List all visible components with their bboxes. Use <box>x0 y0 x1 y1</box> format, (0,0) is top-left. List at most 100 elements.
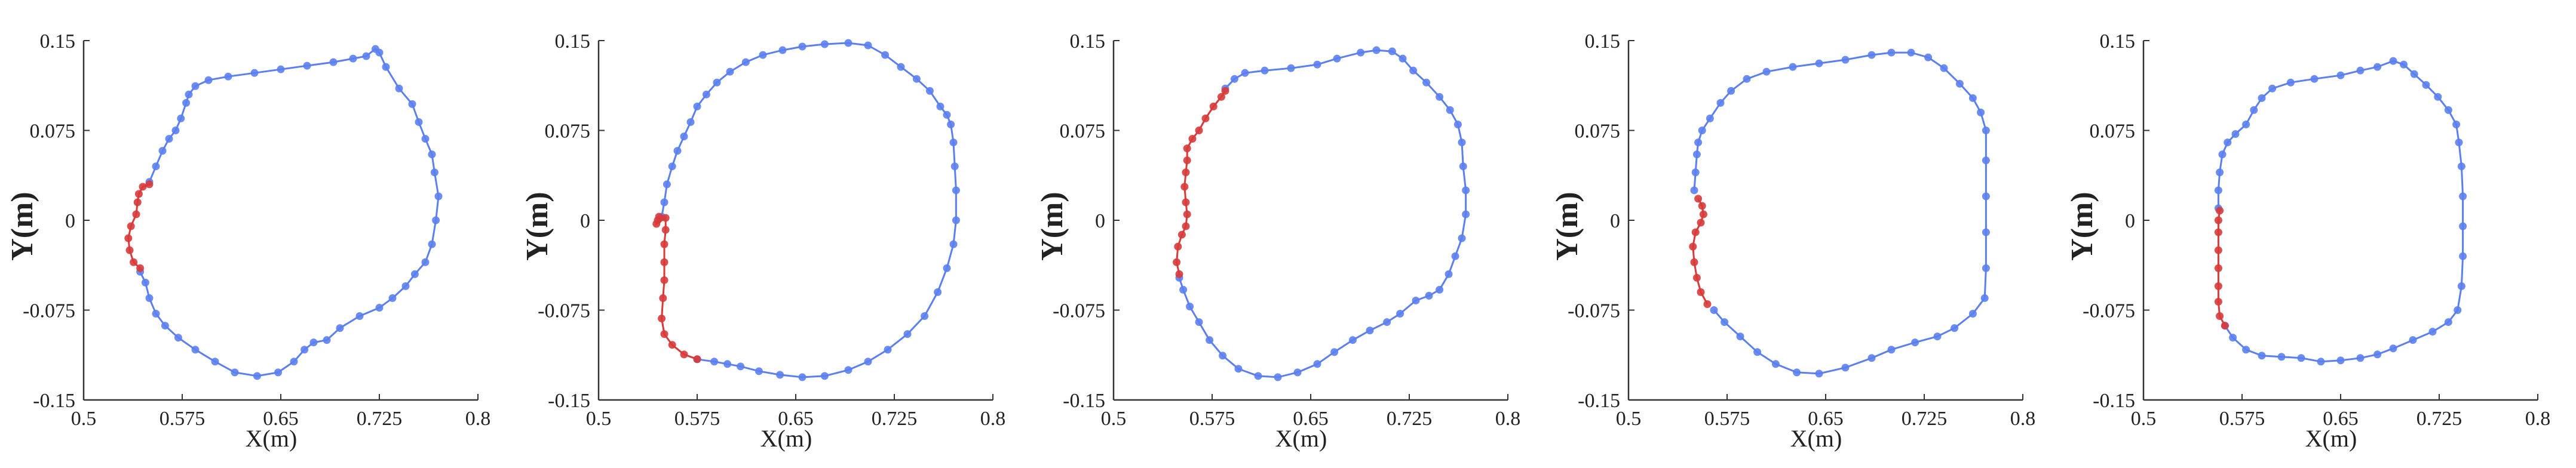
chart-panel-1: 0.5 0.575 0.65 0.725 0.8 0.15 0.075 0 -0.075 -0.1… <box>0 0 515 468</box>
y-axis-label: Y(m) <box>5 192 39 261</box>
blue-series-line <box>139 48 440 377</box>
blue-data-point <box>686 118 695 126</box>
red-data-point <box>1182 168 1190 177</box>
y-axis-label: Y(m) <box>1035 192 1069 261</box>
blue-data-point <box>1771 360 1780 368</box>
blue-data-point <box>2409 336 2417 344</box>
blue-data-point <box>1388 47 1396 56</box>
blue-data-point <box>934 288 942 296</box>
blue-data-point <box>382 63 390 71</box>
red-series-line <box>1692 198 1709 305</box>
blue-data-point <box>778 46 787 54</box>
blue-data-point <box>388 294 397 302</box>
blue-data-point <box>274 368 283 377</box>
blue-data-point <box>1436 93 1444 101</box>
x-tick-label: 0.5 <box>586 408 612 430</box>
red-data-point <box>658 315 666 323</box>
blue-data-point <box>362 52 370 60</box>
red-series-line <box>1176 90 1226 275</box>
blue-data-point <box>1815 59 1823 67</box>
blue-data-point <box>152 310 160 318</box>
y-tick-label: -0.075 <box>1568 300 1620 322</box>
blue-data-point <box>2428 328 2437 336</box>
red-data-point <box>1697 288 1705 296</box>
chart-panel-4: 0.5 0.575 0.65 0.725 0.8 0.15 0.075 0 -0.075 -0.1… <box>1545 0 2060 468</box>
y-tick-label: 0.15 <box>555 30 591 53</box>
blue-data-point <box>2229 334 2237 342</box>
blue-data-point <box>660 198 668 207</box>
x-tick-label: 0.65 <box>263 408 299 430</box>
blue-data-point <box>2459 252 2467 260</box>
red-data-point <box>1699 210 1707 218</box>
y-tick-label: 0.15 <box>2100 30 2136 53</box>
blue-data-point <box>1982 228 1990 236</box>
blue-data-point <box>375 48 384 57</box>
blue-data-point <box>2242 346 2250 354</box>
y-tick-label: 0.15 <box>1585 30 1621 53</box>
blue-data-point <box>2258 94 2266 102</box>
red-data-point <box>2214 297 2222 306</box>
blue-data-point <box>1887 346 1896 354</box>
red-data-point <box>661 226 670 234</box>
blue-data-point <box>290 358 298 366</box>
x-tick-label: 0.8 <box>2010 408 2036 430</box>
blue-data-point <box>408 100 416 108</box>
y-tick-label: 0 <box>2125 210 2135 232</box>
blue-data-point <box>673 147 682 155</box>
blue-data-point <box>415 118 423 126</box>
blue-data-point <box>185 90 193 98</box>
blue-data-point <box>428 240 436 248</box>
blue-data-point <box>145 294 154 302</box>
red-data-point <box>1175 270 1183 278</box>
blue-data-point <box>165 135 173 143</box>
blue-data-point <box>141 278 149 287</box>
red-data-point <box>2221 322 2229 330</box>
blue-data-point <box>2459 222 2467 230</box>
blue-data-point <box>2459 192 2467 201</box>
blue-data-point <box>421 258 430 266</box>
red-data-point <box>660 276 668 284</box>
blue-data-point <box>1694 138 1703 147</box>
blue-data-point <box>1274 373 1282 381</box>
red-data-point <box>659 294 667 302</box>
x-tick-label: 0.8 <box>980 408 1006 430</box>
x-tick-label: 0.5 <box>1616 408 1642 430</box>
blue-data-point <box>1698 127 1706 134</box>
blue-data-point <box>1736 332 1744 341</box>
blue-data-point <box>820 40 829 48</box>
x-tick-label: 0.8 <box>2525 408 2551 430</box>
red-data-point <box>1195 127 1203 134</box>
blue-data-point <box>1234 365 1243 373</box>
blue-data-point <box>820 372 829 380</box>
blue-data-point <box>1690 186 1698 195</box>
blue-data-point <box>912 75 921 83</box>
blue-data-point <box>158 147 167 155</box>
x-tick-label: 0.8 <box>1495 408 1521 430</box>
blue-data-point <box>713 78 721 87</box>
y-tick-label: -0.15 <box>2093 390 2135 412</box>
red-data-point <box>2214 216 2222 224</box>
blue-data-point <box>936 102 944 110</box>
blue-data-point <box>349 54 357 63</box>
blue-data-point <box>1436 285 1444 294</box>
blue-data-point <box>1254 372 1262 380</box>
blue-data-point <box>2224 138 2232 147</box>
blue-data-point <box>1743 75 1751 83</box>
blue-data-point <box>1793 368 1801 377</box>
x-tick-label: 0.65 <box>1293 408 1329 430</box>
blue-data-point <box>737 362 745 371</box>
blue-data-point <box>1422 78 1431 87</box>
blue-data-point <box>864 41 872 50</box>
y-tick-label: 0 <box>1610 210 1620 232</box>
scatter-plot-4: 0.5 0.575 0.65 0.725 0.8 0.15 0.075 0 -0.075 -0.1… <box>1550 30 2036 452</box>
red-data-point <box>1180 183 1189 191</box>
red-data-point <box>133 198 142 207</box>
y-tick-label: -0.15 <box>33 390 75 412</box>
blue-data-point <box>1968 94 1977 102</box>
blue-data-point <box>1721 318 1729 327</box>
blue-data-point <box>1458 234 1466 242</box>
blue-data-point <box>1462 210 1470 218</box>
blue-data-point <box>2455 138 2463 147</box>
x-tick-label: 0.575 <box>2219 408 2265 430</box>
blue-data-point <box>1366 327 1374 335</box>
